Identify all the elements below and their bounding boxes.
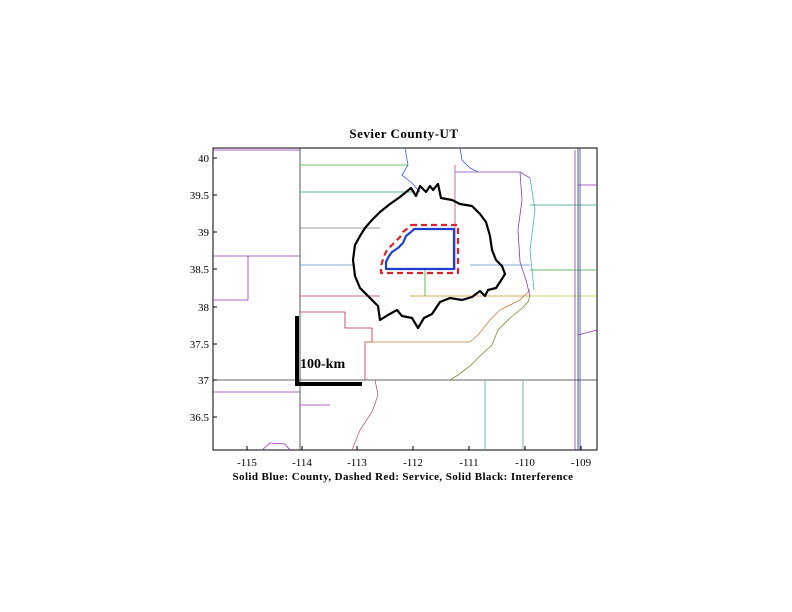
y-tick-label: 39 xyxy=(198,227,210,239)
map-title: Sevier County-UT xyxy=(349,126,458,141)
x-tick-label: -114 xyxy=(292,457,312,469)
boundary-lines xyxy=(213,148,597,450)
y-tick-label: 38.5 xyxy=(190,264,210,276)
y-axis: 40 39.5 39 38.5 38 37.5 37 36.5 xyxy=(190,153,217,424)
county-outline xyxy=(384,227,456,271)
y-tick-label: 38 xyxy=(198,302,210,314)
x-tick-label: -109 xyxy=(571,457,592,469)
scale-bar-label: 100-km xyxy=(300,357,345,372)
service-contour xyxy=(379,223,460,275)
y-tick-label: 36.5 xyxy=(190,412,210,424)
x-tick-label: -111 xyxy=(459,457,478,469)
x-tick-label: -112 xyxy=(403,457,423,469)
y-tick-label: 40 xyxy=(198,153,210,165)
interference-contour xyxy=(351,182,507,330)
y-tick-label: 39.5 xyxy=(190,190,210,202)
y-tick-label: 37 xyxy=(198,375,210,387)
x-tick-label: -113 xyxy=(347,457,367,469)
y-tick-label: 37.5 xyxy=(190,339,210,351)
x-tick-label: -110 xyxy=(515,457,535,469)
scale-bar xyxy=(295,316,362,386)
x-axis: -115 -114 -113 -112 -111 -110 -109 xyxy=(237,446,592,469)
legend-caption: Solid Blue: County, Dashed Red: Service,… xyxy=(233,471,574,483)
x-tick-label: -115 xyxy=(237,457,257,469)
